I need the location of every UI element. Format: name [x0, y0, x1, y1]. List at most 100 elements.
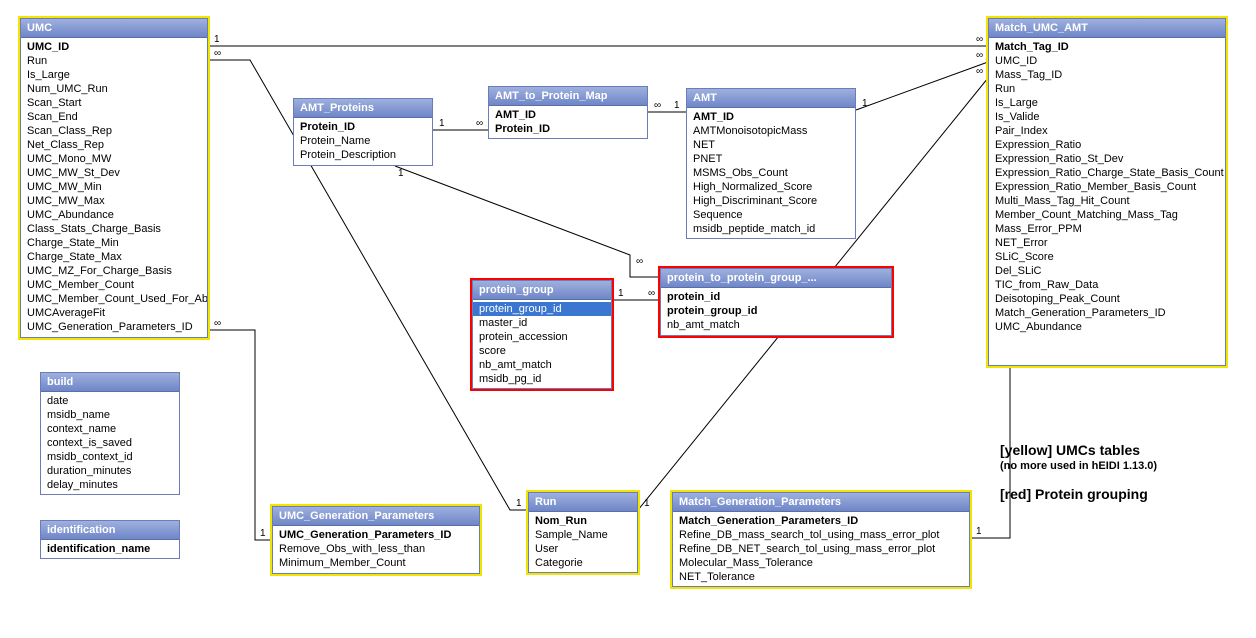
field[interactable]: Class_Stats_Charge_Basis [21, 222, 207, 236]
field[interactable]: Refine_DB_NET_search_tol_using_mass_erro… [673, 542, 969, 556]
field[interactable]: Match_Tag_ID [989, 40, 1225, 54]
field[interactable]: msidb_name [41, 408, 179, 422]
field[interactable]: UMC_Member_Count [21, 278, 207, 292]
field[interactable]: Mass_Tag_ID [989, 68, 1225, 82]
field[interactable]: MSMS_Obs_Count [687, 166, 855, 180]
field[interactable]: msidb_context_id [41, 450, 179, 464]
table-header[interactable]: UMC_Generation_Parameters [273, 507, 479, 526]
field[interactable]: UMC_ID [21, 40, 207, 54]
field[interactable]: NET_Tolerance [673, 570, 969, 584]
table-build[interactable]: build datemsidb_namecontext_namecontext_i… [40, 372, 180, 495]
field[interactable]: UMC_MZ_For_Charge_Basis [21, 264, 207, 278]
table-header[interactable]: Match_Generation_Parameters [673, 493, 969, 512]
field[interactable]: NET [687, 138, 855, 152]
field[interactable]: UMC_MW_Max [21, 194, 207, 208]
field[interactable]: Scan_Start [21, 96, 207, 110]
field[interactable]: AMTMonoisotopicMass [687, 124, 855, 138]
table-AMT[interactable]: AMT AMT_IDAMTMonoisotopicMassNETPNETMSMS_… [686, 88, 856, 239]
table-header[interactable]: AMT [687, 89, 855, 108]
table-Run[interactable]: Run Nom_RunSample_NameUserCategorie [528, 492, 638, 573]
field[interactable]: identification_name [41, 542, 179, 556]
field[interactable]: duration_minutes [41, 464, 179, 478]
field[interactable]: Deisotoping_Peak_Count [989, 292, 1225, 306]
field[interactable]: date [41, 394, 179, 408]
field[interactable]: msidb_pg_id [473, 372, 611, 386]
table-AMT_Proteins[interactable]: AMT_ProteinsProtein_IDProtein_NameProtei… [293, 98, 433, 166]
field[interactable]: Match_Generation_Parameters_ID [989, 306, 1225, 320]
field[interactable]: protein_id [661, 290, 891, 304]
field[interactable]: nb_amt_match [473, 358, 611, 372]
field[interactable]: UMC_Abundance [21, 208, 207, 222]
table-header[interactable]: protein_to_protein_group_... [661, 269, 891, 288]
field[interactable]: Expression_Ratio_Member_Basis_Count [989, 180, 1225, 194]
field[interactable]: Run [21, 54, 207, 68]
table-header[interactable]: Match_UMC_AMT [989, 19, 1225, 38]
field[interactable]: Nom_Run [529, 514, 637, 528]
field[interactable]: Charge_State_Max [21, 250, 207, 264]
table-identification[interactable]: identification identification_name [40, 520, 180, 559]
table-header[interactable]: AMT_Proteins [294, 99, 432, 118]
table-header[interactable]: protein_group [473, 281, 611, 300]
field[interactable]: Is_Large [21, 68, 207, 82]
field[interactable]: Molecular_Mass_Tolerance [673, 556, 969, 570]
field[interactable]: UMC_Generation_Parameters_ID [273, 528, 479, 542]
field[interactable]: context_name [41, 422, 179, 436]
field[interactable]: Protein_Description [294, 148, 432, 162]
field[interactable]: PNET [687, 152, 855, 166]
field[interactable]: Match_Generation_Parameters_ID [673, 514, 969, 528]
field[interactable]: TIC_from_Raw_Data [989, 278, 1225, 292]
field[interactable]: Is_Large [989, 96, 1225, 110]
field[interactable]: UMC_Generation_Parameters_ID [21, 320, 207, 334]
table-header[interactable]: build [41, 373, 179, 392]
table-header[interactable]: Run [529, 493, 637, 512]
field[interactable]: User [529, 542, 637, 556]
table-header[interactable]: identification [41, 521, 179, 540]
field[interactable]: context_is_saved [41, 436, 179, 450]
field[interactable]: UMC_Member_Count_Used_For_Abu [21, 292, 207, 306]
field[interactable]: Categorie [529, 556, 637, 570]
field[interactable]: protein_accession [473, 330, 611, 344]
table-Match_Generation_Parameters[interactable]: Match_Generation_Parameters Match_Generat… [672, 492, 970, 587]
table-Match_UMC_AMT[interactable]: Match_UMC_AMT Match_Tag_IDUMC_IDMass_Tag_… [988, 18, 1226, 366]
field[interactable]: Remove_Obs_with_less_than [273, 542, 479, 556]
field[interactable]: UMC_Abundance [989, 320, 1225, 334]
table-header[interactable]: UMC [21, 19, 207, 38]
table-protein_group[interactable]: protein_groupprotein_group_idmaster_idpr… [472, 280, 612, 389]
field[interactable]: Is_Valide [989, 110, 1225, 124]
field[interactable]: Minimum_Member_Count [273, 556, 479, 570]
field[interactable]: Scan_End [21, 110, 207, 124]
field[interactable]: UMCAverageFit [21, 306, 207, 320]
field[interactable]: Scan_Class_Rep [21, 124, 207, 138]
field[interactable]: SLiC_Score [989, 250, 1225, 264]
field[interactable]: Member_Count_Matching_Mass_Tag [989, 208, 1225, 222]
field[interactable]: Expression_Ratio_Charge_State_Basis_Coun… [989, 166, 1225, 180]
field[interactable]: AMT_ID [489, 108, 647, 122]
field[interactable]: UMC_MW_St_Dev [21, 166, 207, 180]
table-AMT_to_Protein_Map[interactable]: AMT_to_Protein_Map AMT_IDProtein_ID [488, 86, 648, 139]
field[interactable]: Run [989, 82, 1225, 96]
field[interactable]: Refine_DB_mass_search_tol_using_mass_err… [673, 528, 969, 542]
field[interactable]: UMC_MW_Min [21, 180, 207, 194]
field[interactable]: master_id [473, 316, 611, 330]
field[interactable]: NET_Error [989, 236, 1225, 250]
field[interactable]: Num_UMC_Run [21, 82, 207, 96]
field[interactable]: High_Normalized_Score [687, 180, 855, 194]
field[interactable]: UMC_ID [989, 54, 1225, 68]
table-UMC_Generation_Parameters[interactable]: UMC_Generation_Parameters UMC_Generation_… [272, 506, 480, 574]
field[interactable]: msidb_peptide_match_id [687, 222, 855, 236]
field[interactable]: score [473, 344, 611, 358]
table-header[interactable]: AMT_to_Protein_Map [489, 87, 647, 106]
table-UMC[interactable]: UMC UMC_IDRunIs_LargeNum_UMC_RunScan_Star… [20, 18, 208, 338]
field[interactable]: Sequence [687, 208, 855, 222]
field[interactable]: nb_amt_match [661, 318, 891, 332]
field[interactable]: Multi_Mass_Tag_Hit_Count [989, 194, 1225, 208]
field[interactable]: Protein_ID [489, 122, 647, 136]
field[interactable]: Del_SLiC [989, 264, 1225, 278]
table-protein_to_protein_group[interactable]: protein_to_protein_group_...protein_idpr… [660, 268, 892, 336]
field[interactable]: Mass_Error_PPM [989, 222, 1225, 236]
field[interactable]: UMC_Mono_MW [21, 152, 207, 166]
field[interactable]: Expression_Ratio_St_Dev [989, 152, 1225, 166]
field[interactable]: Sample_Name [529, 528, 637, 542]
field[interactable]: Expression_Ratio [989, 138, 1225, 152]
field[interactable]: AMT_ID [687, 110, 855, 124]
